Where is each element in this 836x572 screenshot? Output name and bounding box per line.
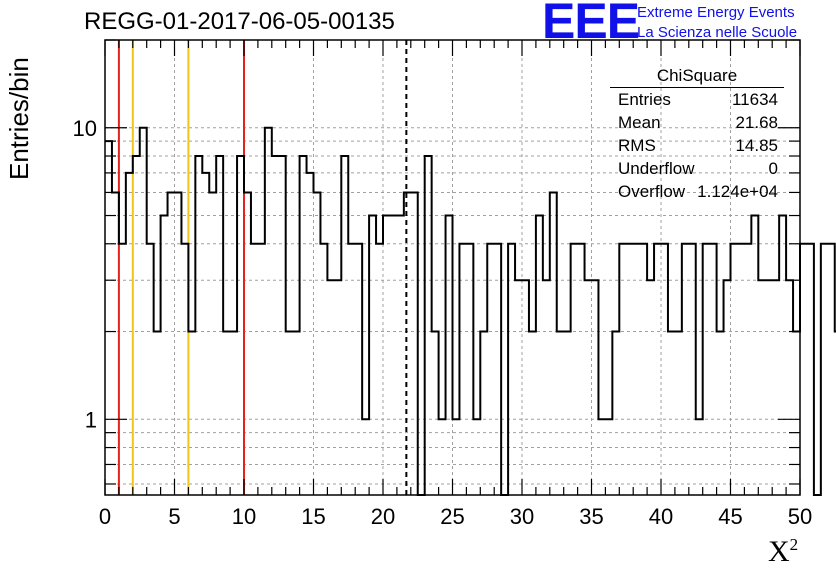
axis-ticks	[104, 39, 801, 495]
stats-label: RMS	[618, 136, 656, 155]
marker-lines	[117, 40, 408, 495]
stats-label: Underflow	[618, 159, 695, 178]
stats-row: RMS 14.85	[610, 134, 784, 157]
stats-value: 11634	[731, 90, 778, 109]
chart-title: REGG-01-2017-06-05-00135	[84, 8, 395, 35]
stats-title: ChiSquare	[610, 66, 784, 88]
logo-line-2: La Scienza nelle Scuole	[637, 24, 798, 41]
stats-value: 21.68	[735, 113, 778, 132]
x-tick-label: 5	[168, 504, 180, 529]
y-axis-label: Entries/bin	[4, 57, 34, 180]
stats-row: Entries 11634	[610, 88, 784, 111]
stats-row: Underflow 0	[610, 157, 784, 180]
y-tick-label: 10	[73, 116, 97, 141]
x-axis-label-superscript: 2	[789, 535, 799, 554]
tick-labels: 0 5 10 15 20 25 30 35 40 45 50 1 10	[73, 116, 813, 529]
x-tick-label: 50	[788, 504, 812, 529]
stats-label: Overflow	[618, 182, 686, 201]
stats-box: ChiSquare Entries 11634 Mean 21.68 RMS 14.8…	[610, 66, 784, 203]
x-tick-label: 30	[510, 504, 534, 529]
x-tick-label: 35	[579, 504, 603, 529]
stats-value: 0	[768, 159, 778, 178]
histogram-series	[105, 126, 836, 496]
x-tick-label: 10	[232, 504, 256, 529]
x-tick-label: 15	[301, 504, 325, 529]
logo-line-1: Extreme Energy Events	[637, 4, 795, 21]
x-tick-label: 40	[649, 504, 673, 529]
stats-row: Overflow 1.124e+04	[610, 180, 784, 203]
x-tick-label: 0	[99, 504, 111, 529]
x-tick-label: 45	[718, 504, 742, 529]
grid-lines	[105, 39, 800, 495]
y-tick-label: 1	[85, 407, 97, 432]
x-axis-label: X2	[768, 535, 799, 568]
x-tick-label: 25	[440, 504, 464, 529]
stats-row: Mean 21.68	[610, 111, 784, 134]
stats-value: 1.124e+04	[697, 182, 778, 201]
eee-logo-icon: EEE	[542, 0, 640, 49]
plot-frame	[104, 39, 801, 496]
stats-label: Entries	[618, 90, 671, 109]
stats-value: 14.85	[735, 136, 778, 155]
x-tick-label: 20	[371, 504, 395, 529]
stats-label: Mean	[618, 113, 661, 132]
